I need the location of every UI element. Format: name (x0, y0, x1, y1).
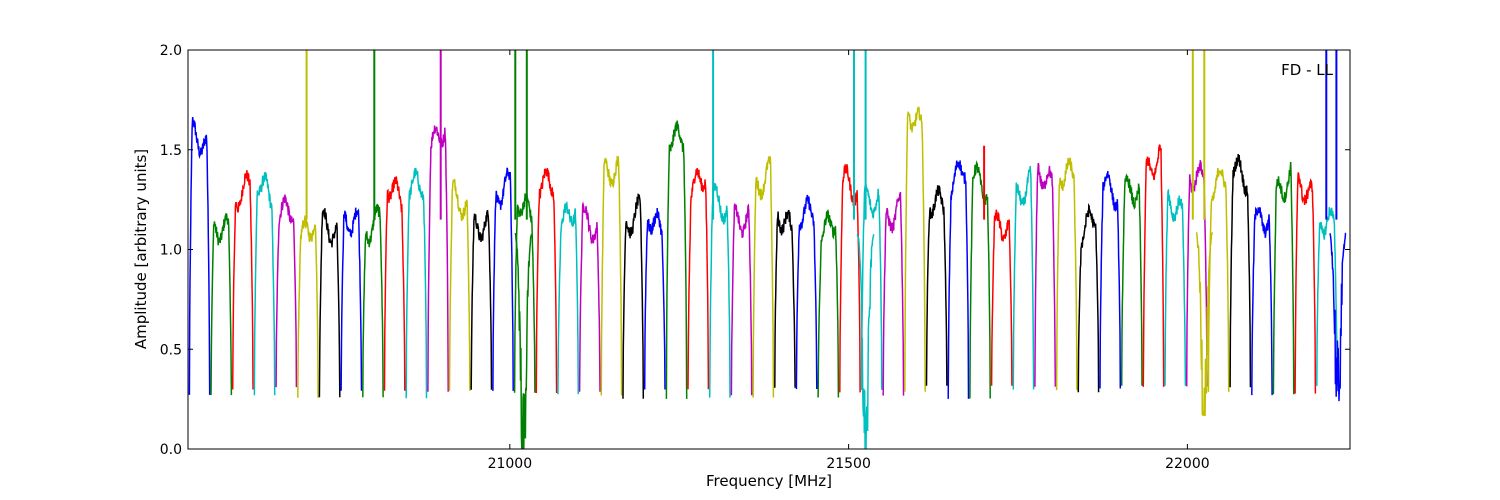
x-axis-title: Frequency [MHz] (706, 472, 832, 490)
series-band-line (1099, 171, 1122, 389)
series-band-line (535, 168, 558, 394)
series-band-line (752, 156, 775, 398)
series-band-line (470, 210, 493, 390)
series-band-line (513, 193, 536, 393)
legend-annotation: FD - LL (1281, 61, 1333, 79)
series-band-line (969, 160, 991, 399)
series-band-line (427, 125, 449, 392)
y-tick-label: 2.0 (160, 43, 182, 59)
series-band-line (1142, 143, 1165, 387)
series-band-line (253, 171, 276, 396)
series-band-line (925, 185, 948, 386)
series-band-line (600, 155, 623, 396)
series-band-line (1077, 203, 1100, 393)
series-band-line (1120, 172, 1143, 386)
series-band-line (188, 116, 211, 395)
series-band-line (947, 160, 970, 399)
series-band-line (1164, 188, 1187, 386)
series-band-line (774, 209, 796, 388)
series-band-line (362, 203, 384, 398)
rfi-dip-line (514, 232, 533, 449)
series-band-line (297, 215, 319, 398)
x-tick-label: 21500 (826, 456, 871, 472)
series-band-line (492, 167, 514, 391)
series-band-line (687, 167, 710, 390)
series-band-line (904, 106, 926, 392)
series-band-line (1055, 157, 1078, 391)
series-band-line (383, 176, 406, 391)
series-band-line (839, 164, 861, 393)
y-tick-label: 0.5 (160, 342, 182, 358)
series-band-line (318, 208, 341, 398)
series-band-line (210, 213, 233, 396)
series-band-line (448, 178, 471, 391)
ticks-layer: 21000 21500 22000 0.0 0.5 1.0 1.5 2.0 (160, 43, 1350, 472)
y-tick-label: 0.0 (160, 442, 182, 458)
series-band-line (730, 203, 753, 396)
series-band-line (795, 194, 818, 390)
series-band-line (1207, 168, 1230, 392)
series-band-line (1012, 165, 1035, 390)
series-band-line (860, 182, 883, 390)
series-band-line (340, 207, 363, 391)
y-tick-label: 1.0 (160, 243, 182, 259)
rfi-dip-line (1329, 232, 1347, 402)
series-band-line (557, 201, 580, 395)
series-band-line (1229, 153, 1252, 388)
x-tick-label: 22000 (1165, 456, 1210, 472)
series-band-line (578, 201, 601, 392)
series-band-line (1251, 206, 1273, 396)
series-band-line (817, 208, 840, 398)
series-band-line (275, 194, 298, 388)
series-band-line (990, 209, 1013, 386)
y-axis-title: Amplitude [arbitrary units] (132, 149, 150, 349)
series-layer (188, 50, 1347, 449)
series-band-line (1272, 161, 1295, 395)
series-band-line (231, 170, 254, 390)
x-tick-label: 21000 (488, 456, 533, 472)
series-band-line (405, 167, 428, 399)
series-band-line (1294, 172, 1317, 394)
series-band-line (622, 193, 645, 399)
series-band-line (882, 191, 905, 396)
series-band-line (643, 207, 666, 390)
series-band-line (665, 120, 688, 399)
y-tick-label: 1.5 (160, 143, 182, 159)
rfi-dip-line (1195, 231, 1214, 416)
series-band-line (1034, 162, 1057, 387)
rfi-dip-line (856, 233, 875, 449)
